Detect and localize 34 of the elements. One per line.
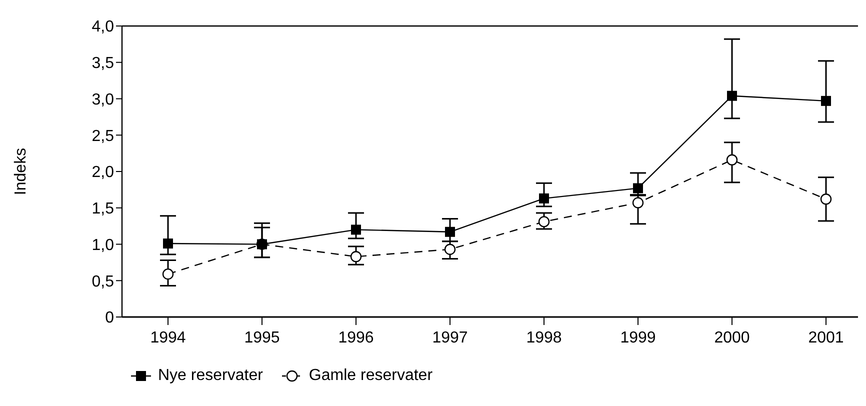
point [539,193,549,204]
x-tick-label: 2001 [808,329,844,346]
legend-label: Nye reservater [158,367,263,385]
x-tick-label: 1999 [620,329,656,346]
point [162,268,174,280]
legend-label: Gamle reservater [308,367,433,385]
x-tick-label: 1997 [432,329,468,346]
point [163,238,173,249]
point [351,224,361,235]
x-tick-label: 1995 [244,329,280,346]
point [726,154,738,166]
y-tick-label: 3,5 [92,55,114,72]
y-tick-label: 2,5 [92,128,114,145]
y-tick-label: 2,0 [92,164,114,182]
point [632,197,644,208]
point [727,90,737,101]
x-tick-label: 1994 [150,329,186,346]
y-tick-label: 1,5 [92,200,114,218]
y-tick-label: 0,5 [92,273,114,290]
x-tick-label: 1998 [526,329,562,346]
point [350,251,362,262]
y-tick-label: 3,0 [92,91,114,108]
point [538,216,550,228]
y-tick-label: 4,0 [92,18,114,36]
point [820,194,832,205]
y-tick-label: 1,0 [92,236,114,254]
point [821,96,831,106]
point [445,226,455,237]
y-axis-title: Indeks [12,148,30,196]
point [444,244,456,255]
x-tick-label: 2000 [714,329,750,346]
y-tick-label: 0 [105,310,114,327]
point [633,183,643,194]
x-tick-label: 1996 [338,329,374,346]
